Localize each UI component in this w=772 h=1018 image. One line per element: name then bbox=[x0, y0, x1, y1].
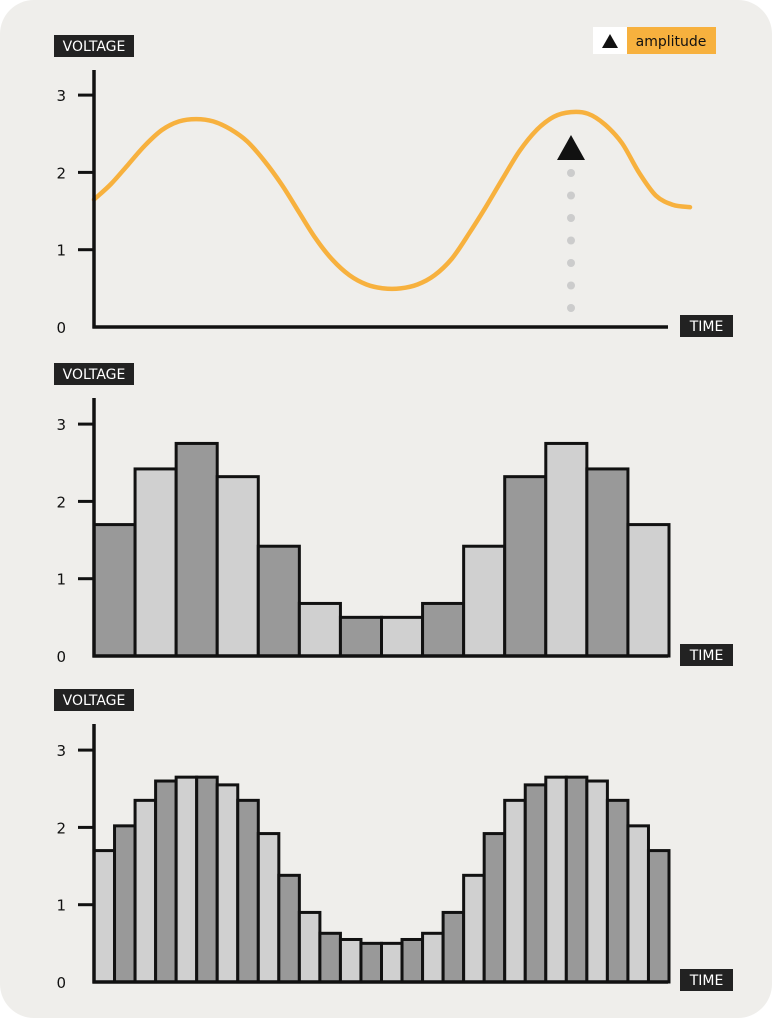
y-axis-title: VOLTAGE bbox=[54, 35, 134, 57]
bar bbox=[256, 832, 281, 984]
bar bbox=[585, 467, 630, 658]
marker-dot bbox=[567, 304, 575, 312]
bar bbox=[318, 931, 342, 984]
y-axis-title-bg bbox=[54, 35, 134, 57]
x-axis-title-bg bbox=[680, 315, 733, 337]
y-tick-label-3: 3 bbox=[56, 742, 66, 760]
y-tick-label-1: 1 bbox=[56, 242, 66, 260]
y-tick-label-0: 0 bbox=[56, 319, 66, 337]
bar bbox=[544, 775, 568, 984]
bar bbox=[400, 937, 425, 984]
x-axis-title-bg bbox=[680, 969, 733, 991]
bar bbox=[236, 798, 260, 984]
y-axis-title-text: VOLTAGE bbox=[63, 39, 126, 55]
y-axis-title: VOLTAGE bbox=[54, 363, 134, 385]
bar bbox=[605, 798, 630, 984]
x-axis-title: TIME bbox=[680, 315, 733, 337]
bar bbox=[380, 941, 404, 984]
marker-dot bbox=[567, 281, 575, 290]
y-axis-title-bg bbox=[54, 363, 134, 385]
x-axis-title: TIME bbox=[680, 644, 733, 666]
bar bbox=[256, 544, 301, 658]
marker-dot bbox=[567, 259, 575, 267]
y-axis-title-bg bbox=[54, 689, 134, 711]
bar bbox=[482, 832, 507, 984]
bar bbox=[462, 544, 507, 658]
bar bbox=[215, 475, 260, 658]
y-tick-label-1: 1 bbox=[56, 571, 66, 589]
triangle-up-icon bbox=[602, 34, 618, 48]
bar bbox=[297, 601, 342, 658]
bar bbox=[626, 523, 671, 658]
marker-dot bbox=[567, 191, 575, 200]
axes-2: 0 1 2 3 bbox=[56, 724, 668, 992]
triangle-up-icon bbox=[557, 135, 585, 160]
y-tick-label-3: 3 bbox=[56, 416, 66, 434]
bar bbox=[133, 467, 178, 658]
y-axis-title: VOLTAGE bbox=[54, 689, 134, 711]
y-axis-title-text: VOLTAGE bbox=[63, 693, 126, 709]
marker-dot bbox=[567, 214, 575, 222]
bar bbox=[338, 615, 383, 658]
bar bbox=[380, 615, 425, 658]
bar bbox=[421, 931, 445, 984]
bar bbox=[646, 849, 671, 984]
bar bbox=[154, 779, 178, 984]
legend-label: amplitude bbox=[636, 34, 707, 50]
bar bbox=[92, 523, 137, 658]
bar bbox=[544, 441, 589, 658]
x-axis-title: TIME bbox=[680, 969, 733, 991]
legend-label-bg bbox=[627, 27, 716, 54]
y-tick-label-1: 1 bbox=[56, 897, 66, 915]
bar bbox=[359, 941, 383, 984]
axes-0: 0 1 2 3 bbox=[56, 70, 668, 337]
bar bbox=[462, 873, 486, 984]
marker-dot bbox=[567, 236, 575, 245]
bar bbox=[215, 783, 240, 984]
x-axis-title-text: TIME bbox=[689, 973, 724, 989]
series-line bbox=[91, 109, 693, 292]
bar bbox=[503, 475, 548, 658]
bar bbox=[503, 798, 527, 984]
bar bbox=[92, 849, 117, 984]
y-tick-label-0: 0 bbox=[56, 648, 66, 666]
bar bbox=[564, 775, 589, 984]
marker-dot bbox=[567, 169, 575, 177]
bar bbox=[113, 824, 137, 984]
bar bbox=[523, 783, 548, 984]
bar bbox=[297, 910, 322, 984]
y-tick-label-0: 0 bbox=[56, 974, 66, 992]
x-axis-title-bg bbox=[680, 644, 733, 666]
x-axis-title-text: TIME bbox=[689, 648, 724, 664]
bar bbox=[174, 775, 199, 984]
y-tick-label-2: 2 bbox=[56, 819, 66, 837]
bar bbox=[338, 937, 363, 984]
amplitude-marker bbox=[557, 135, 585, 312]
bar bbox=[133, 798, 158, 984]
y-axis-title-text: VOLTAGE bbox=[63, 367, 126, 383]
bar bbox=[626, 824, 650, 984]
bar bbox=[585, 779, 609, 984]
bar bbox=[277, 873, 301, 984]
bar bbox=[174, 441, 219, 658]
bar bbox=[195, 775, 219, 984]
y-tick-label-3: 3 bbox=[56, 87, 66, 105]
axes-1: 0 1 2 3 bbox=[56, 398, 668, 666]
bar bbox=[421, 601, 466, 658]
bar bbox=[441, 910, 466, 984]
x-axis-title-text: TIME bbox=[689, 319, 724, 335]
y-tick-label-2: 2 bbox=[56, 164, 66, 182]
legend: amplitude bbox=[593, 27, 716, 54]
y-tick-label-2: 2 bbox=[56, 493, 66, 511]
